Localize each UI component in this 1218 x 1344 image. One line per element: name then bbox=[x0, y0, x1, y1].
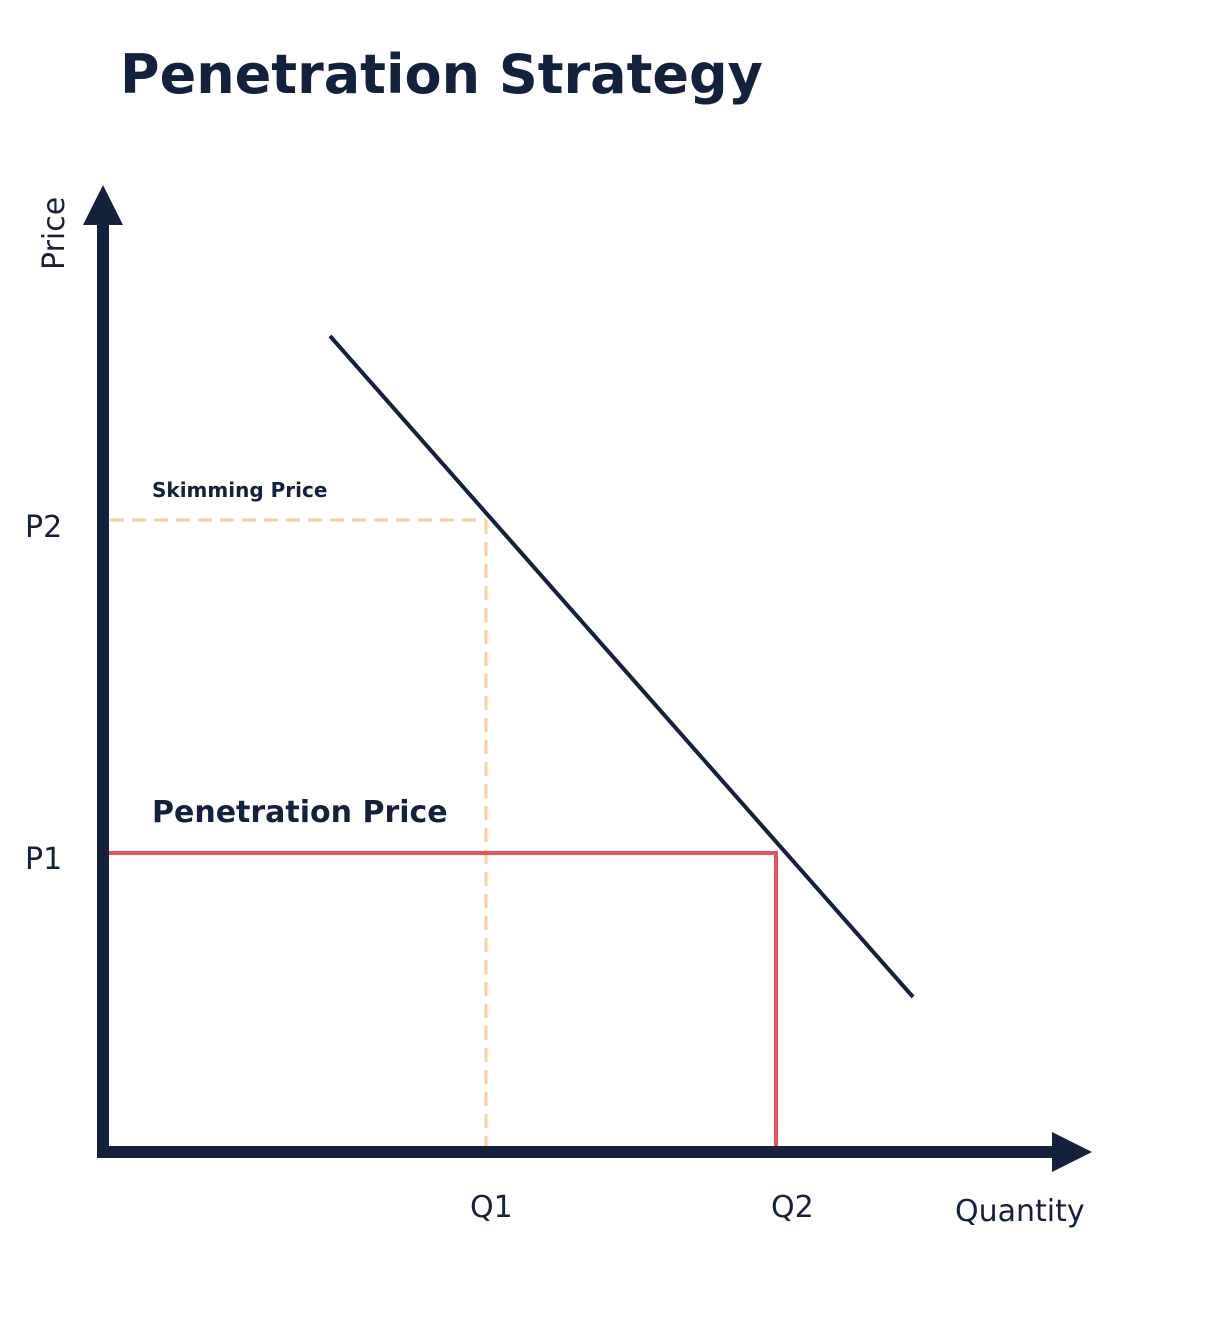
penetration-price-label: Penetration Price bbox=[152, 795, 448, 830]
x-axis-arrowhead bbox=[1052, 1132, 1092, 1172]
diagram-title: Penetration Strategy bbox=[120, 43, 763, 106]
y-axis-title: Price bbox=[37, 197, 72, 270]
y-tick-p2: P2 bbox=[25, 510, 62, 545]
x-axis-title: Quantity bbox=[955, 1194, 1085, 1229]
skimming-price-label: Skimming Price bbox=[152, 478, 327, 502]
demand-line bbox=[328, 334, 915, 999]
y-axis-arrowhead bbox=[83, 185, 123, 225]
y-tick-p1: P1 bbox=[25, 842, 62, 877]
x-tick-q1: Q1 bbox=[470, 1190, 513, 1225]
x-tick-q2: Q2 bbox=[771, 1190, 814, 1225]
